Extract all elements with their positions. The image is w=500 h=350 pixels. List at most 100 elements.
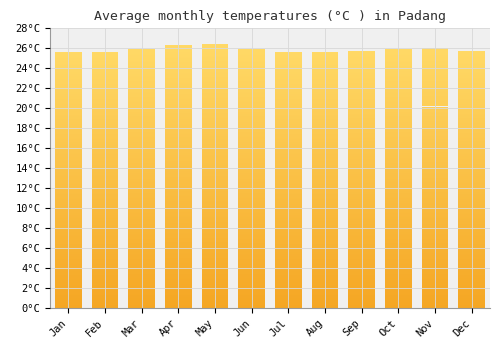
Bar — [312, 168, 338, 170]
Bar — [92, 146, 118, 147]
Bar — [165, 200, 192, 202]
Bar — [385, 246, 411, 247]
Bar — [422, 162, 448, 164]
Bar — [202, 238, 228, 239]
Bar — [238, 103, 265, 105]
Bar — [92, 158, 118, 160]
Bar — [238, 245, 265, 246]
Bar — [202, 44, 228, 45]
Bar — [312, 279, 338, 280]
Bar — [458, 277, 485, 279]
Bar — [275, 67, 301, 69]
Bar — [92, 74, 118, 75]
Bar — [202, 243, 228, 245]
Bar — [458, 127, 485, 128]
Bar — [312, 298, 338, 299]
Bar — [128, 61, 155, 62]
Bar — [92, 144, 118, 146]
Bar — [202, 163, 228, 164]
Bar — [202, 260, 228, 262]
Bar — [348, 270, 375, 271]
Bar — [55, 268, 82, 270]
Bar — [348, 160, 375, 161]
Bar — [458, 237, 485, 239]
Bar — [312, 164, 338, 166]
Bar — [128, 142, 155, 144]
Bar — [92, 245, 118, 246]
Bar — [92, 249, 118, 250]
Bar — [458, 266, 485, 267]
Bar — [348, 109, 375, 110]
Bar — [422, 90, 448, 91]
Bar — [92, 60, 118, 61]
Bar — [275, 158, 301, 160]
Bar — [202, 66, 228, 68]
Bar — [275, 281, 301, 282]
Bar — [275, 300, 301, 302]
Bar — [202, 167, 228, 168]
Bar — [55, 168, 82, 170]
Bar — [165, 286, 192, 287]
Bar — [422, 301, 448, 303]
Bar — [202, 168, 228, 169]
Bar — [92, 164, 118, 166]
Bar — [92, 181, 118, 183]
Bar — [422, 288, 448, 290]
Bar — [202, 154, 228, 155]
Bar — [92, 168, 118, 170]
Bar — [128, 298, 155, 299]
Bar — [128, 120, 155, 121]
Bar — [275, 184, 301, 185]
Bar — [458, 88, 485, 90]
Bar — [202, 68, 228, 69]
Bar — [348, 258, 375, 259]
Bar — [275, 161, 301, 162]
Bar — [348, 240, 375, 241]
Bar — [128, 207, 155, 208]
Bar — [312, 209, 338, 211]
Bar — [385, 219, 411, 220]
Bar — [348, 147, 375, 149]
Bar — [348, 218, 375, 219]
Bar — [385, 206, 411, 207]
Bar — [422, 140, 448, 142]
Bar — [312, 56, 338, 57]
Bar — [165, 251, 192, 253]
Bar — [202, 197, 228, 198]
Bar — [275, 293, 301, 294]
Bar — [312, 103, 338, 105]
Bar — [458, 95, 485, 96]
Bar — [55, 139, 82, 140]
Bar — [92, 302, 118, 303]
Bar — [128, 107, 155, 108]
Bar — [275, 209, 301, 211]
Bar — [238, 295, 265, 296]
Bar — [238, 284, 265, 285]
Bar — [422, 215, 448, 216]
Bar — [312, 267, 338, 268]
Bar — [458, 267, 485, 268]
Bar — [128, 261, 155, 262]
Bar — [165, 266, 192, 267]
Bar — [55, 55, 82, 56]
Bar — [458, 235, 485, 236]
Bar — [348, 66, 375, 68]
Bar — [458, 178, 485, 180]
Bar — [422, 262, 448, 264]
Bar — [348, 275, 375, 276]
Bar — [202, 239, 228, 241]
Bar — [92, 183, 118, 184]
Bar — [202, 274, 228, 275]
Bar — [385, 169, 411, 171]
Bar — [385, 203, 411, 204]
Bar — [165, 292, 192, 294]
Bar — [55, 172, 82, 174]
Bar — [385, 144, 411, 145]
Bar — [202, 158, 228, 159]
Bar — [202, 208, 228, 209]
Bar — [458, 147, 485, 149]
Bar — [238, 261, 265, 262]
Bar — [348, 247, 375, 249]
Bar — [385, 76, 411, 77]
Bar — [92, 263, 118, 265]
